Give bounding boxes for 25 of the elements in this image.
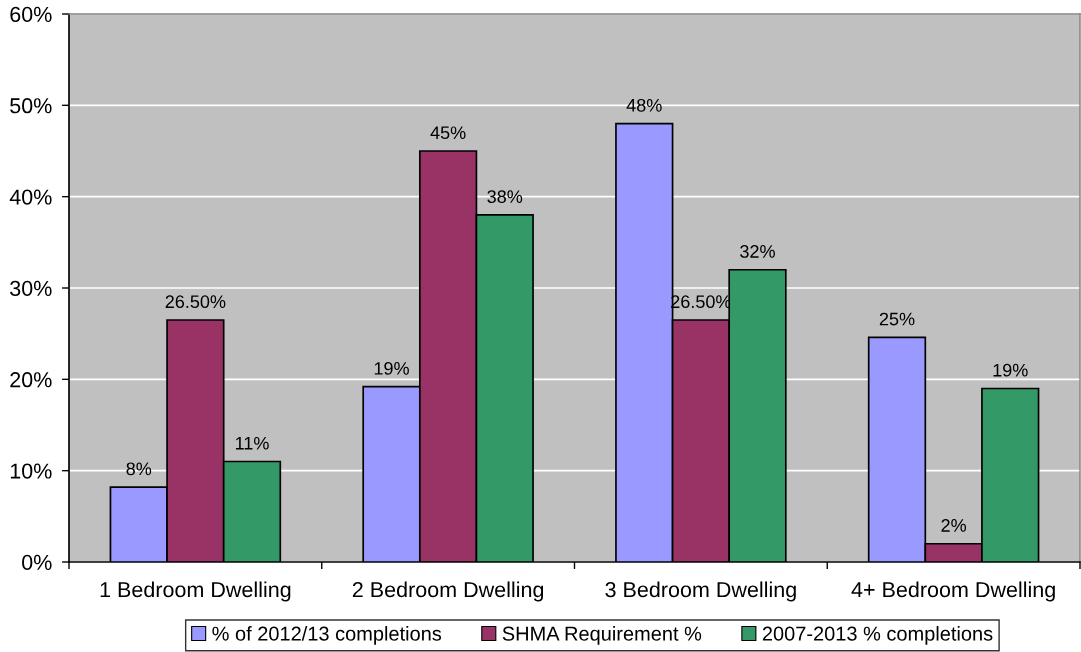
data-label: 8%	[126, 462, 152, 476]
data-label: 19%	[993, 363, 1028, 377]
data-label: 48%	[626, 98, 662, 112]
data-label: 2%	[941, 519, 967, 532]
data-label: 45%	[430, 126, 466, 140]
data-label: 32%	[740, 245, 775, 258]
y-tick-label: 10%	[10, 463, 52, 479]
data-label: 25%	[879, 312, 915, 326]
legend-label: 2007-2013 % completions	[762, 626, 993, 645]
y-tick-label: 40%	[9, 189, 52, 205]
y-tick-label: 30%	[10, 280, 52, 297]
y-tick-label: 0%	[22, 554, 52, 571]
y-tick-label: 20%	[10, 372, 52, 388]
x-tick-label: 1 Bedroom Dwelling	[100, 581, 291, 602]
x-tick-label: 4+ Bedroom Dwelling	[851, 581, 1055, 602]
y-tick-label: 50%	[10, 98, 52, 114]
y-tick-label: 60%	[10, 6, 52, 23]
legend-label: % of 2012/13 completions	[212, 626, 442, 645]
x-tick-label: 3 Bedroom Dwelling	[605, 581, 796, 602]
data-label: 19%	[374, 361, 409, 375]
x-tick-label: 2 Bedroom Dwelling	[352, 581, 544, 602]
data-label: 11%	[235, 436, 269, 450]
data-label: 38%	[487, 190, 523, 204]
legend-label: SHMA Requirement %	[502, 626, 702, 645]
data-label: 26.50%	[165, 295, 226, 309]
